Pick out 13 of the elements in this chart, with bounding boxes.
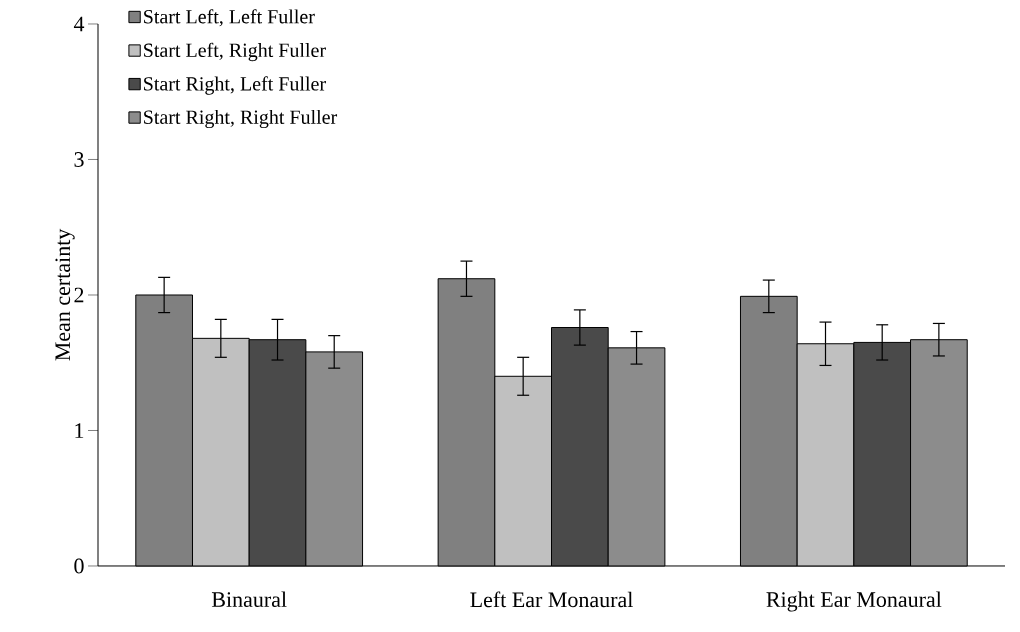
x-tick-label: Right Ear Monaural [766,591,942,612]
y-tick-label: 1 [75,423,84,438]
legend-label: Start Right, Right Fuller [144,109,338,129]
y-tick-label: 4 [73,16,85,32]
legend-label: Start Left, Right Fuller [144,42,326,62]
x-tick-label: Left Ear Monaural [470,591,633,608]
y-tick-label: 3 [74,152,84,167]
y-tick-label: 0 [74,558,84,574]
legend-label: Start Right, Left Fuller [144,76,326,95]
legend-label: Start Left, Left Fuller [144,9,315,27]
y-axis-title: Mean certainty [55,228,75,361]
x-tick-label: Binaural [211,591,287,607]
y-tick-label: 2 [74,287,84,303]
